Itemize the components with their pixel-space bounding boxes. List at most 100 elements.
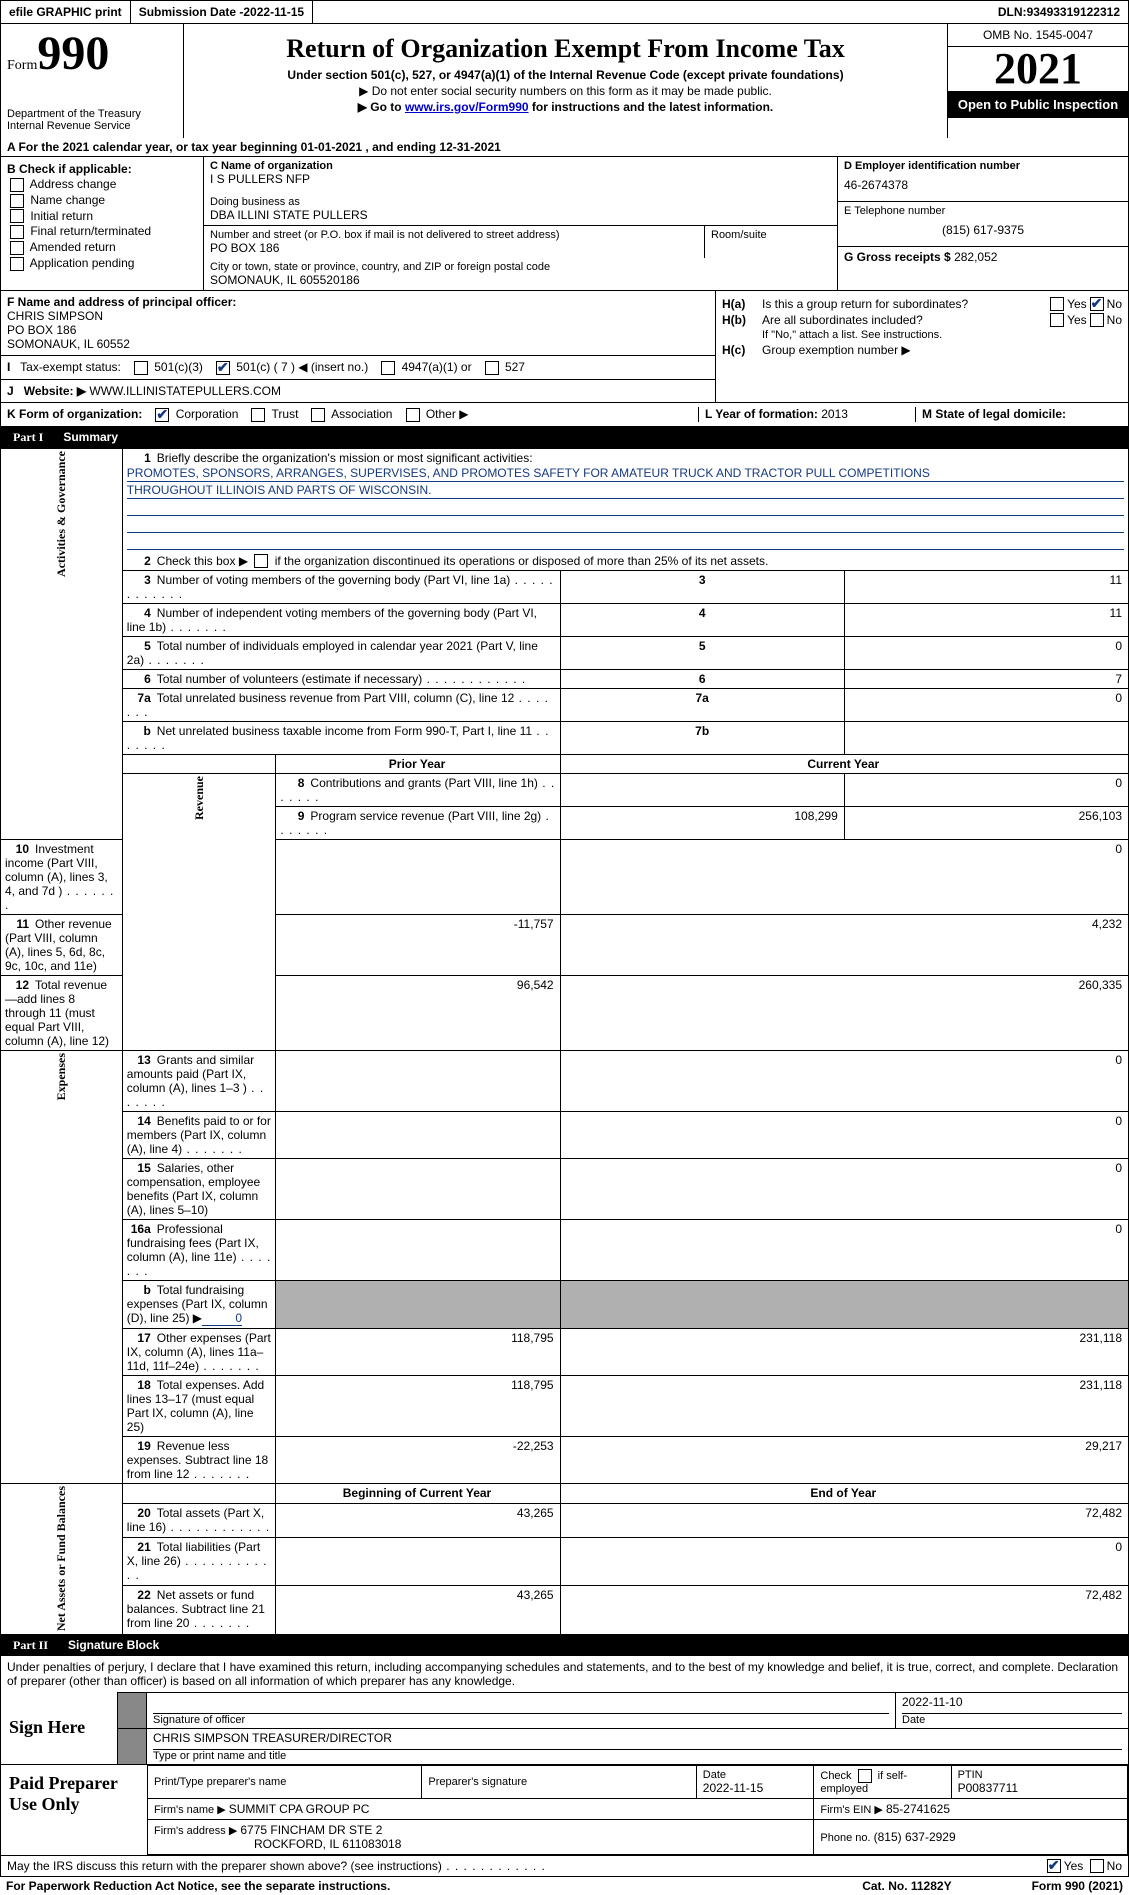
col-c-org-info: C Name of organization I S PULLERS NFP D… <box>204 157 838 290</box>
val-19py: -22,253 <box>276 1437 560 1484</box>
org-name: I S PULLERS NFP <box>210 172 831 186</box>
row-k: K Form of organization: Corporation Trus… <box>0 403 1129 427</box>
telephone: (815) 617-9375 <box>844 217 1122 243</box>
val-13: 0 <box>560 1051 1128 1112</box>
chk-4947[interactable] <box>381 361 395 375</box>
room-suite-label: Room/suite <box>711 229 831 241</box>
paid-preparer-label: Paid Preparer Use Only <box>1 1765 147 1855</box>
val-16b: 0 <box>202 1311 242 1326</box>
val-20py: 43,265 <box>276 1504 560 1538</box>
val-14: 0 <box>560 1112 1128 1159</box>
val-20: 72,482 <box>560 1504 1128 1538</box>
chk-trust[interactable] <box>251 408 265 422</box>
prep-date: 2022-11-15 <box>703 1781 808 1795</box>
val-21: 0 <box>560 1537 1128 1585</box>
chk-address-change[interactable] <box>10 178 24 192</box>
val-17py: 118,795 <box>276 1329 560 1376</box>
val-11: 4,232 <box>560 915 1128 976</box>
firm-addr1: 6775 FINCHAM DR STE 2 <box>240 1823 382 1837</box>
chk-discuss-no[interactable] <box>1090 1859 1104 1873</box>
val-11py: -11,757 <box>276 915 560 976</box>
val-8: 0 <box>844 774 1128 807</box>
val-17: 231,118 <box>560 1329 1128 1376</box>
mission-text-1: PROMOTES, SPONSORS, ARRANGES, SUPERVISES… <box>127 465 1124 482</box>
chk-app-pending[interactable] <box>10 257 24 271</box>
section-net: Net Assets or Fund Balances <box>54 1486 69 1631</box>
chk-ha-no[interactable] <box>1090 297 1104 311</box>
top-bar: efile GRAPHIC print Submission Date - 20… <box>0 0 1129 24</box>
chk-ha-yes[interactable] <box>1050 297 1064 311</box>
dba-name: DBA ILLINI STATE PULLERS <box>210 208 831 222</box>
gross-receipts: 282,052 <box>954 250 997 264</box>
col-d-ein-tel: D Employer identification number 46-2674… <box>838 157 1128 290</box>
signature-block: Under penalties of perjury, I declare th… <box>0 1656 1129 1856</box>
dln: DLN: 93493319122312 <box>990 1 1128 23</box>
perjury-declaration: Under penalties of perjury, I declare th… <box>1 1656 1128 1692</box>
efile-label: efile GRAPHIC print <box>1 1 131 23</box>
val-5: 0 <box>844 637 1128 670</box>
chk-self-employed[interactable] <box>858 1769 872 1783</box>
discuss-row: May the IRS discuss this return with the… <box>0 1856 1129 1877</box>
chk-final-return[interactable] <box>10 225 24 239</box>
chk-527[interactable] <box>485 361 499 375</box>
city-state-zip: SOMONAUK, IL 605520186 <box>210 273 831 287</box>
chk-amended[interactable] <box>10 241 24 255</box>
officer-addr2: SOMONAUK, IL 60552 <box>7 337 130 351</box>
tax-year: 2021 <box>948 47 1128 91</box>
officer-addr1: PO BOX 186 <box>7 323 76 337</box>
note-ssn: ▶ Do not enter social security numbers o… <box>190 84 941 98</box>
form-ref: Form 990 (2021) <box>1032 1879 1123 1893</box>
entity-block: B Check if applicable: Address change Na… <box>0 157 1129 291</box>
cat-no: Cat. No. 11282Y <box>862 1879 951 1893</box>
val-9: 256,103 <box>844 807 1128 840</box>
val-7a: 0 <box>844 689 1128 722</box>
chk-other[interactable] <box>406 408 420 422</box>
irs-link[interactable]: www.irs.gov/Form990 <box>405 100 529 114</box>
chk-501c[interactable] <box>216 361 230 375</box>
val-12py: 96,542 <box>276 976 560 1051</box>
sign-here-label: Sign Here <box>1 1692 118 1764</box>
sig-arrow-icon <box>118 1693 147 1728</box>
val-22py: 43,265 <box>276 1586 560 1634</box>
val-12: 260,335 <box>560 976 1128 1051</box>
val-9py: 108,299 <box>560 807 844 840</box>
form-number: Form990 <box>7 30 177 78</box>
section-activities: Activities & Governance <box>54 451 69 577</box>
ein-value: 46-2674378 <box>844 172 1122 198</box>
form-header: Form990 Department of the Treasury Inter… <box>0 24 1129 138</box>
chk-discontinued[interactable] <box>254 554 268 568</box>
public-inspection: Open to Public Inspection <box>948 91 1128 118</box>
note-link: ▶ Go to www.irs.gov/Form990 for instruct… <box>190 100 941 114</box>
part-i-header: Part ISummary <box>0 427 1129 448</box>
row-a-calendar-year: A For the 2021 calendar year, or tax yea… <box>0 138 1129 157</box>
val-10: 0 <box>560 840 1128 915</box>
col-b-checkboxes: B Check if applicable: Address change Na… <box>1 157 204 290</box>
submission-date: Submission Date - 2022-11-15 <box>131 1 313 23</box>
chk-hb-yes[interactable] <box>1050 313 1064 327</box>
part-ii-header: Part IISignature Block <box>0 1635 1129 1656</box>
chk-name-change[interactable] <box>10 194 24 208</box>
chk-initial-return[interactable] <box>10 209 24 223</box>
val-18: 231,118 <box>560 1376 1128 1437</box>
officer-name-title: CHRIS SIMPSON TREASURER/DIRECTOR <box>153 1731 1122 1749</box>
chk-discuss-yes[interactable] <box>1047 1859 1061 1873</box>
mission-text-2: THROUGHOUT ILLINOIS AND PARTS OF WISCONS… <box>127 482 1124 499</box>
chk-corp[interactable] <box>155 408 169 422</box>
section-revenue: Revenue <box>192 776 207 820</box>
officer-name: CHRIS SIMPSON <box>7 309 103 323</box>
chk-assoc[interactable] <box>311 408 325 422</box>
firm-name: SUMMIT CPA GROUP PC <box>229 1802 370 1816</box>
year-formation: 2013 <box>821 407 848 421</box>
sig-arrow-icon-2 <box>118 1729 147 1764</box>
form-subtitle: Under section 501(c), 527, or 4947(a)(1)… <box>190 68 941 82</box>
sig-date: 2022-11-10 <box>902 1695 1122 1713</box>
summary-table: Activities & Governance 1Briefly describ… <box>0 448 1129 1635</box>
val-18py: 118,795 <box>276 1376 560 1437</box>
chk-501c3[interactable] <box>134 361 148 375</box>
form-title: Return of Organization Exempt From Incom… <box>190 34 941 64</box>
firm-addr2: ROCKFORD, IL 611083018 <box>254 1837 401 1851</box>
val-7b <box>844 722 1128 755</box>
firm-phone: (815) 637-2929 <box>874 1830 956 1844</box>
val-4: 11 <box>844 604 1128 637</box>
chk-hb-no[interactable] <box>1090 313 1104 327</box>
